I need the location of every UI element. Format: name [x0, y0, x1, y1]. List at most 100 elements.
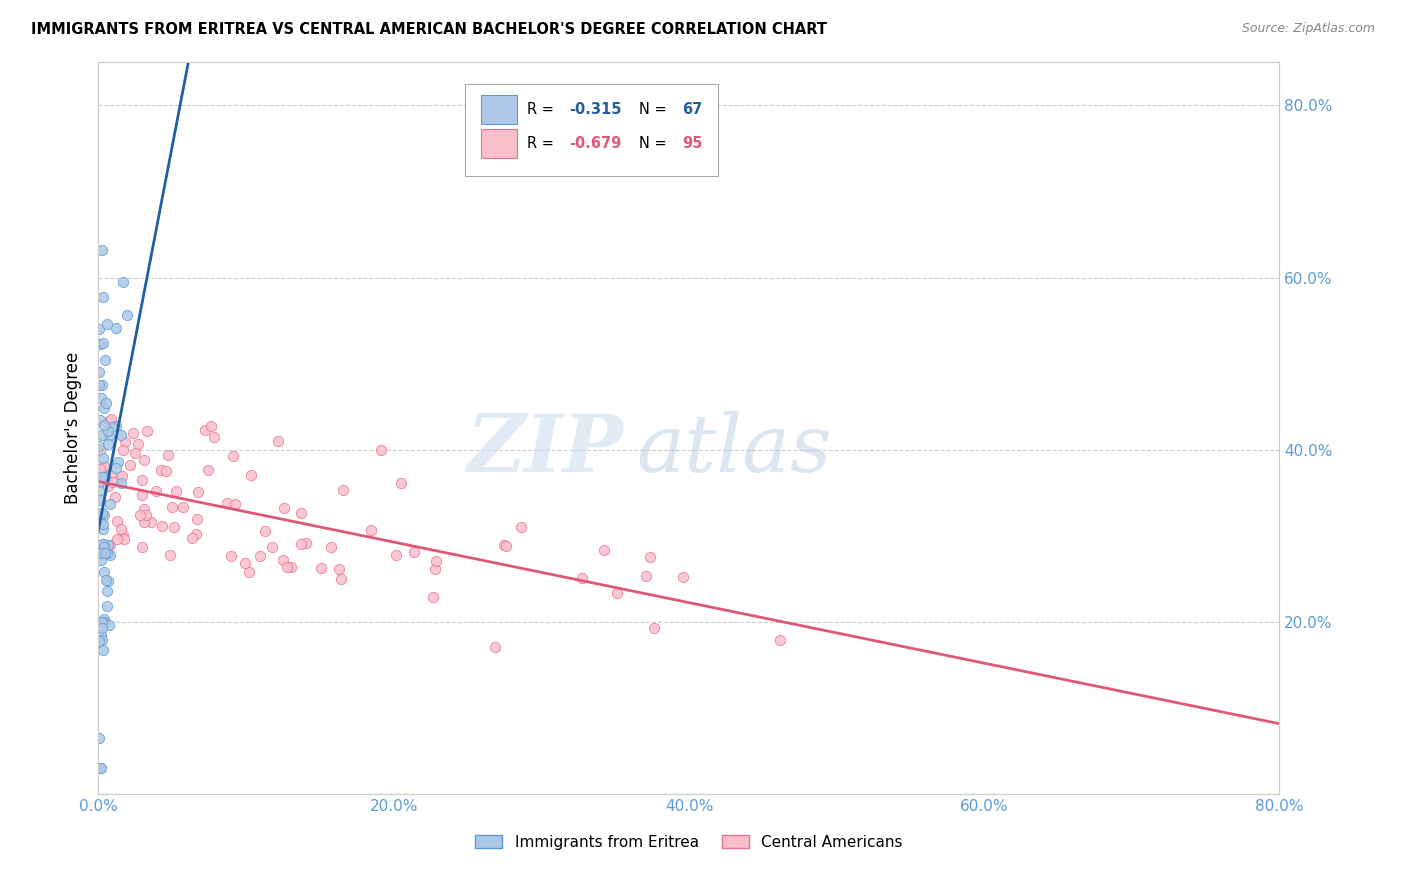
Point [593, 542, 616, 557]
Point [111, 469, 134, 483]
Point [90, 552, 112, 566]
Text: atlas: atlas [636, 411, 831, 489]
Point [91, 335, 114, 350]
Point [96, 424, 118, 438]
Point [280, 559, 302, 574]
Point [217, 496, 239, 510]
Point [238, 565, 260, 579]
Point [89, 365, 111, 379]
Text: R =: R = [527, 136, 558, 151]
Point [112, 443, 135, 458]
Text: -0.679: -0.679 [569, 136, 621, 151]
Point [384, 548, 406, 562]
Point [124, 445, 146, 459]
Point [110, 522, 132, 536]
Text: N =: N = [640, 103, 672, 118]
Point [273, 553, 295, 567]
Point [89, 634, 111, 648]
Point [101, 420, 124, 434]
Point [135, 508, 157, 522]
Point [134, 453, 156, 467]
Point [112, 533, 135, 547]
Point [276, 560, 298, 574]
Point [186, 511, 208, 525]
Point [91, 290, 114, 304]
Text: ZIP: ZIP [467, 411, 624, 489]
Point [96, 584, 118, 599]
Point [643, 621, 665, 635]
Point [132, 515, 155, 529]
Point [110, 475, 132, 490]
Point [97, 538, 120, 552]
Point [295, 536, 318, 550]
Point [94, 352, 117, 367]
Point [93, 508, 115, 522]
Point [89, 412, 111, 426]
Point [93, 566, 115, 580]
Point [96, 546, 118, 560]
Point [93, 417, 115, 432]
Point [90, 377, 112, 392]
Point [89, 439, 111, 453]
Point [91, 632, 114, 647]
FancyBboxPatch shape [481, 95, 516, 124]
Point [260, 540, 283, 554]
Point [91, 470, 114, 484]
Point [194, 424, 217, 438]
Point [89, 474, 111, 488]
Point [219, 549, 242, 563]
Text: N =: N = [640, 136, 672, 151]
Point [98, 497, 121, 511]
Point [91, 621, 114, 635]
Point [93, 458, 115, 473]
Point [97, 437, 120, 451]
Point [134, 501, 156, 516]
Point [93, 467, 115, 482]
Point [150, 518, 173, 533]
Point [423, 562, 446, 576]
Point [172, 500, 194, 514]
Point [484, 640, 506, 654]
Point [91, 642, 114, 657]
Point [186, 527, 208, 541]
FancyBboxPatch shape [464, 85, 718, 176]
Point [91, 450, 114, 465]
Point [671, 570, 693, 584]
Point [254, 524, 277, 538]
Point [89, 516, 111, 531]
Point [96, 599, 118, 614]
Point [332, 483, 354, 497]
Point [93, 541, 115, 555]
Point [110, 427, 132, 442]
Point [89, 462, 111, 476]
Point [93, 537, 115, 551]
Point [273, 501, 295, 516]
Point [91, 517, 114, 532]
Point [89, 337, 111, 351]
Point [129, 508, 152, 523]
Point [135, 424, 157, 438]
Point [494, 538, 516, 552]
Point [249, 549, 271, 563]
Point [495, 539, 517, 553]
Point [93, 612, 115, 626]
Point [98, 414, 121, 428]
Point [89, 378, 111, 392]
Point [91, 523, 114, 537]
Point [93, 401, 115, 416]
Text: Source: ZipAtlas.com: Source: ZipAtlas.com [1241, 22, 1375, 36]
Point [290, 537, 312, 551]
Point [160, 500, 183, 515]
Point [319, 540, 342, 554]
Point [90, 615, 112, 630]
Point [100, 548, 122, 562]
FancyBboxPatch shape [481, 129, 516, 158]
Point [89, 731, 111, 745]
Point [94, 573, 117, 587]
Point [239, 468, 262, 483]
Point [89, 493, 111, 508]
Point [202, 430, 225, 444]
Point [96, 396, 118, 410]
Point [94, 546, 117, 560]
Point [91, 506, 114, 520]
